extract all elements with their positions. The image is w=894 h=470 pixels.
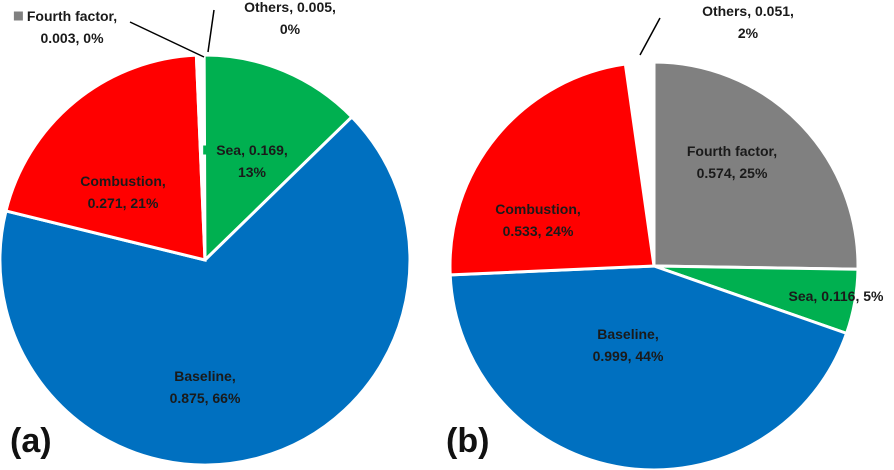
- pie-a-label-baseline: Baseline, 0.875, 66%: [170, 368, 241, 406]
- pie-b-label-line: 2%: [738, 25, 759, 41]
- pie-b-slice-others: [622, 46, 655, 253]
- pie-b-slices: [448, 46, 860, 470]
- pie-a-label-line: Baseline,: [174, 368, 235, 384]
- pie-b-label-others: Others, 0.051, 2%: [702, 3, 794, 41]
- pie-a-leader-lines: [129, 9, 215, 58]
- pie-a-label-line: 0%: [280, 21, 301, 37]
- pie-b-label-fourth-factor: Fourth factor, 0.574, 25%: [687, 143, 777, 181]
- pie-b-label-line: 0.999, 44%: [593, 348, 664, 364]
- pie-a-slice-combustion: [4, 53, 207, 262]
- pie-b-slice-baseline: [448, 264, 849, 470]
- pie-a-data-labels: Others, 0.005, 0% Sea, 0.169, 13% Baseline, 0…: [13, 0, 336, 406]
- pie-b-label-baseline: Baseline, 0.999, 44%: [593, 326, 664, 364]
- pie-chart-a: Others, 0.005, 0% Sea, 0.169, 13% Baseline, 0…: [0, 0, 412, 467]
- pie-b-slice-combustion: [448, 62, 656, 277]
- pie-a-label-fourth-factor: Fourth factor, 0.003, 0%: [27, 8, 117, 46]
- pie-b-leader-lines: [639, 17, 661, 56]
- pie-a-label-line: Fourth factor,: [27, 8, 117, 24]
- pie-b-label-line: Fourth factor,: [687, 143, 777, 159]
- pie-b-label-line: Sea, 0.116, 5%: [789, 288, 885, 304]
- pie-b-label-line: Baseline,: [597, 326, 658, 342]
- pie-a-label-sea: Sea, 0.169, 13%: [216, 142, 288, 180]
- pie-a-leader-others: [207, 9, 215, 53]
- pie-a-label-others: Others, 0.005, 0%: [244, 0, 336, 37]
- pie-b-label-line: Combustion,: [495, 201, 581, 217]
- pie-b-data-labels: Fourth factor, 0.574, 25% Sea, 0.116, 5% Ba…: [495, 3, 884, 364]
- pie-a-label-line: 13%: [238, 164, 267, 180]
- pie-b-leader-others: [639, 17, 661, 56]
- pie-a-label-line: Others, 0.005,: [244, 0, 336, 15]
- pie-b-label-line: 0.533, 24%: [503, 223, 574, 239]
- pie-a-label-key-sea: [203, 145, 213, 155]
- panel-label-a: (a): [10, 422, 52, 460]
- pie-a-slice-baseline: [0, 114, 412, 467]
- pie-b-label-sea: Sea, 0.116, 5%: [789, 288, 885, 304]
- pie-a-label-line: Sea, 0.169,: [216, 142, 288, 158]
- pie-a-label-key-fourth-factor: [13, 11, 23, 21]
- pie-b-label-line: 0.574, 25%: [697, 165, 768, 181]
- pie-a-label-combustion: Combustion, 0.271, 21%: [80, 173, 166, 211]
- pie-a-label-line: 0.875, 66%: [170, 390, 241, 406]
- pie-a-label-line: 0.271, 21%: [88, 195, 159, 211]
- pie-a-label-line: Combustion,: [80, 173, 166, 189]
- panel-label-b: (b): [446, 422, 489, 460]
- pie-a-label-line: 0.003, 0%: [40, 30, 104, 46]
- pie-chart-b: Fourth factor, 0.574, 25% Sea, 0.116, 5% Ba…: [446, 3, 884, 470]
- pie-b-label-combustion: Combustion, 0.533, 24%: [495, 201, 581, 239]
- pie-b-slice-fourth-factor: [652, 60, 860, 271]
- pie-a-slice-sea: [202, 53, 354, 264]
- pie-b-label-line: Others, 0.051,: [702, 3, 794, 19]
- pie-a-leader-fourth-factor: [129, 21, 205, 58]
